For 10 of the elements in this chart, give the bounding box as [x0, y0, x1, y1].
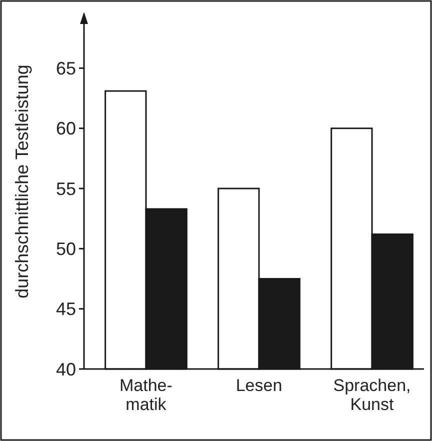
y-axis-title: durchschnittliche Testleistung — [12, 64, 32, 298]
x-tick-label: Sprachen, Kunst — [333, 376, 411, 414]
y-tick-label: 45 — [56, 299, 76, 320]
y-tick-label: 60 — [56, 118, 76, 139]
y-tick-label: 50 — [56, 238, 76, 259]
y-tick-label: 55 — [56, 178, 76, 199]
x-tick-label: Lesen — [236, 376, 282, 395]
x-tick-label: Mathe- matik — [120, 376, 172, 414]
y-tick-label: 65 — [56, 58, 76, 78]
y-tick-label: 40 — [56, 359, 76, 380]
